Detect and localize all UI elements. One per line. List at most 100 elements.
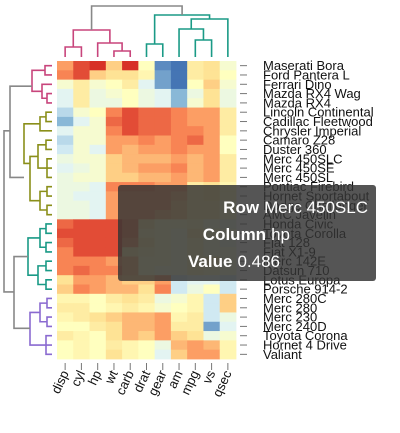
heatmap-cell[interactable] bbox=[187, 116, 204, 127]
heatmap-cell[interactable] bbox=[154, 293, 172, 304]
heatmap-cell[interactable] bbox=[105, 275, 123, 285]
heatmap-cell[interactable] bbox=[73, 210, 90, 220]
heatmap-cell[interactable] bbox=[138, 88, 156, 99]
heatmap-cell[interactable] bbox=[154, 321, 172, 332]
heatmap-cell[interactable] bbox=[170, 70, 188, 81]
heatmap-cell[interactable] bbox=[89, 79, 107, 90]
heatmap-cell[interactable] bbox=[170, 312, 188, 323]
heatmap-cell[interactable] bbox=[187, 163, 204, 174]
heatmap-cell[interactable] bbox=[154, 88, 172, 99]
heatmap-cell[interactable] bbox=[154, 154, 172, 164]
heatmap-cell[interactable] bbox=[89, 237, 107, 248]
heatmap-cell[interactable] bbox=[219, 340, 237, 351]
heatmap-cell[interactable] bbox=[187, 126, 204, 136]
heatmap-cell[interactable] bbox=[203, 70, 221, 81]
heatmap-cell[interactable] bbox=[138, 163, 156, 174]
heatmap-cell[interactable] bbox=[89, 331, 107, 341]
heatmap-cell[interactable] bbox=[203, 61, 221, 71]
heatmap-cell[interactable] bbox=[219, 107, 237, 118]
heatmap-cell[interactable] bbox=[219, 98, 237, 108]
heatmap-cell[interactable] bbox=[73, 70, 90, 81]
heatmap-cell[interactable] bbox=[57, 200, 74, 211]
heatmap-cell[interactable] bbox=[122, 321, 139, 332]
heatmap-cell[interactable] bbox=[138, 340, 156, 351]
heatmap-cell[interactable] bbox=[105, 331, 123, 341]
heatmap-cell[interactable] bbox=[170, 116, 188, 127]
heatmap-cell[interactable] bbox=[203, 303, 221, 313]
heatmap-cell[interactable] bbox=[219, 135, 237, 146]
heatmap-cell[interactable] bbox=[89, 135, 107, 146]
heatmap-cell[interactable] bbox=[89, 247, 107, 257]
heatmap-cell[interactable] bbox=[203, 135, 221, 146]
heatmap-cell[interactable] bbox=[138, 284, 156, 295]
heatmap-cell[interactable] bbox=[170, 163, 188, 174]
heatmap-cell[interactable] bbox=[122, 340, 139, 351]
heatmap-cell[interactable] bbox=[105, 247, 123, 257]
heatmap-cell[interactable] bbox=[89, 182, 107, 192]
heatmap-cell[interactable] bbox=[154, 135, 172, 146]
heatmap-cell[interactable] bbox=[122, 116, 139, 127]
heatmap-cell[interactable] bbox=[57, 293, 74, 304]
heatmap-cell[interactable] bbox=[170, 331, 188, 341]
heatmap-cell[interactable] bbox=[57, 79, 74, 90]
heatmap-cell[interactable] bbox=[154, 70, 172, 81]
heatmap-cell[interactable] bbox=[89, 70, 107, 81]
heatmap-cell[interactable] bbox=[138, 321, 156, 332]
heatmap-cell[interactable] bbox=[105, 163, 123, 174]
heatmap-cell[interactable] bbox=[89, 293, 107, 304]
heatmap-cell[interactable] bbox=[57, 312, 74, 323]
heatmap-cell[interactable] bbox=[105, 265, 123, 276]
heatmap-cell[interactable] bbox=[73, 61, 90, 71]
heatmap-cell[interactable] bbox=[187, 79, 204, 90]
heatmap-cell[interactable] bbox=[187, 61, 204, 71]
heatmap-cell[interactable] bbox=[89, 312, 107, 323]
heatmap-cell[interactable] bbox=[138, 135, 156, 146]
heatmap-cell[interactable] bbox=[154, 340, 172, 351]
heatmap-cell[interactable] bbox=[89, 154, 107, 164]
heatmap-cell[interactable] bbox=[170, 303, 188, 313]
heatmap-cell[interactable] bbox=[89, 321, 107, 332]
heatmap-cell[interactable] bbox=[89, 265, 107, 276]
heatmap-cell[interactable] bbox=[219, 154, 237, 164]
heatmap-cell[interactable] bbox=[105, 349, 123, 360]
heatmap-cell[interactable] bbox=[122, 135, 139, 146]
heatmap-cell[interactable] bbox=[73, 256, 90, 267]
heatmap-cell[interactable] bbox=[122, 98, 139, 108]
heatmap-cell[interactable] bbox=[105, 210, 123, 220]
heatmap-cell[interactable] bbox=[89, 144, 107, 155]
heatmap-cell[interactable] bbox=[154, 116, 172, 127]
heatmap-cell[interactable] bbox=[105, 116, 123, 127]
heatmap-cell[interactable] bbox=[138, 331, 156, 341]
heatmap-cell[interactable] bbox=[203, 88, 221, 99]
heatmap-cell[interactable] bbox=[187, 293, 204, 304]
heatmap-cell[interactable] bbox=[57, 275, 74, 285]
heatmap-cell[interactable] bbox=[219, 70, 237, 81]
heatmap-cell[interactable] bbox=[73, 88, 90, 99]
heatmap-cell[interactable] bbox=[57, 135, 74, 146]
heatmap-cell[interactable] bbox=[187, 284, 204, 295]
heatmap-cell[interactable] bbox=[57, 107, 74, 118]
heatmap-cell[interactable] bbox=[105, 107, 123, 118]
heatmap-cell[interactable] bbox=[122, 144, 139, 155]
heatmap-cell[interactable] bbox=[170, 98, 188, 108]
heatmap-cell[interactable] bbox=[73, 340, 90, 351]
heatmap-cell[interactable] bbox=[219, 88, 237, 99]
heatmap-cell[interactable] bbox=[73, 182, 90, 192]
heatmap-cell[interactable] bbox=[187, 107, 204, 118]
heatmap-cell[interactable] bbox=[138, 79, 156, 90]
heatmap-cell[interactable] bbox=[105, 144, 123, 155]
heatmap-cell[interactable] bbox=[219, 163, 237, 174]
heatmap-cell[interactable] bbox=[122, 172, 139, 183]
heatmap-cell[interactable] bbox=[138, 144, 156, 155]
heatmap-cell[interactable] bbox=[122, 284, 139, 295]
heatmap-cell[interactable] bbox=[105, 172, 123, 183]
heatmap-cell[interactable] bbox=[187, 349, 204, 360]
heatmap-cell[interactable] bbox=[89, 116, 107, 127]
heatmap-cell[interactable] bbox=[122, 349, 139, 360]
heatmap-cell[interactable] bbox=[187, 144, 204, 155]
heatmap-cell[interactable] bbox=[73, 172, 90, 183]
heatmap-cell[interactable] bbox=[203, 284, 221, 295]
heatmap-cell[interactable] bbox=[105, 219, 123, 230]
heatmap-cell[interactable] bbox=[219, 144, 237, 155]
heatmap-cell[interactable] bbox=[57, 340, 74, 351]
